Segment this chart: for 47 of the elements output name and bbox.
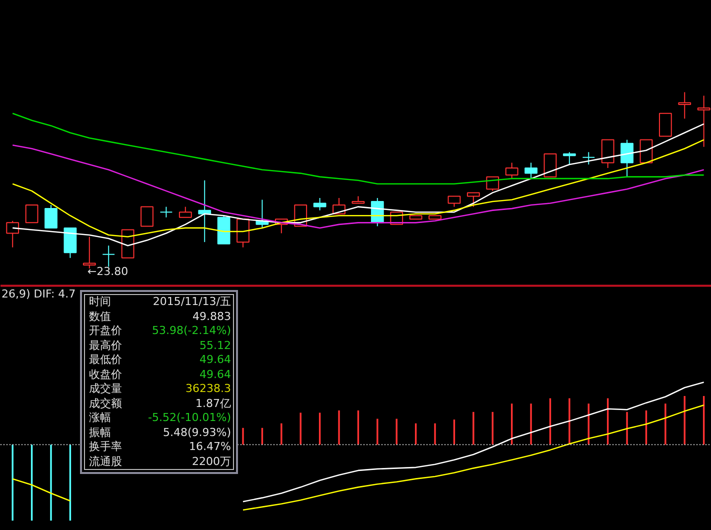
candlestick <box>102 245 116 268</box>
category-label: 时间 <box>88 294 112 310</box>
text: 49.64 <box>200 353 231 366</box>
candlestick <box>44 204 58 228</box>
text: 36238.3 <box>186 382 231 395</box>
candlestick <box>562 152 576 165</box>
text: 2015/11/13/五 <box>152 295 231 308</box>
candlestick <box>236 218 250 248</box>
annotation: ←23.80 <box>87 265 128 278</box>
category-label: 数值 <box>88 310 112 324</box>
candlestick <box>601 139 614 169</box>
text: 49.64 <box>200 368 231 380</box>
candlestick <box>25 204 38 224</box>
category-label: 最低价 <box>88 353 123 368</box>
text: 55.12 <box>200 338 231 352</box>
category-label: 成交量 <box>88 382 123 396</box>
candlestick <box>658 112 672 137</box>
category-label: 最高价 <box>88 338 123 353</box>
text: 53.98(-2.14%) <box>152 324 231 337</box>
category-label: 换手率 <box>88 440 123 454</box>
candlestick <box>697 95 710 148</box>
chart-title: 26,9) DIF: 4.7 <box>2 288 76 301</box>
category-label: 成交额 <box>88 396 123 411</box>
text: 49.883 <box>192 310 231 322</box>
candlestick <box>544 153 557 178</box>
category-label: 收盘价 <box>88 368 123 382</box>
text: 16.47% <box>189 440 231 453</box>
candlestick <box>466 192 480 208</box>
category-label: 涨幅 <box>88 411 112 426</box>
text: 5.48(9.93%) <box>162 426 231 438</box>
candlestick <box>678 92 692 120</box>
candlestick <box>448 196 461 208</box>
text: 1.87亿 <box>196 396 231 410</box>
candlestick <box>313 197 326 211</box>
candlestick <box>582 152 596 165</box>
candlestick <box>178 206 192 218</box>
text: 2200万 <box>192 454 231 468</box>
category-label: 振幅 <box>88 426 112 440</box>
category-label: 流通股 <box>88 454 123 470</box>
text: -5.52(-10.01%) <box>148 411 231 424</box>
candlestick <box>140 206 154 227</box>
candlestick <box>160 206 173 218</box>
category-label: 开盘价 <box>88 324 123 338</box>
candlestick <box>524 162 538 180</box>
candlestick <box>505 162 518 180</box>
candlestick <box>620 139 634 178</box>
candlestick <box>6 220 20 248</box>
